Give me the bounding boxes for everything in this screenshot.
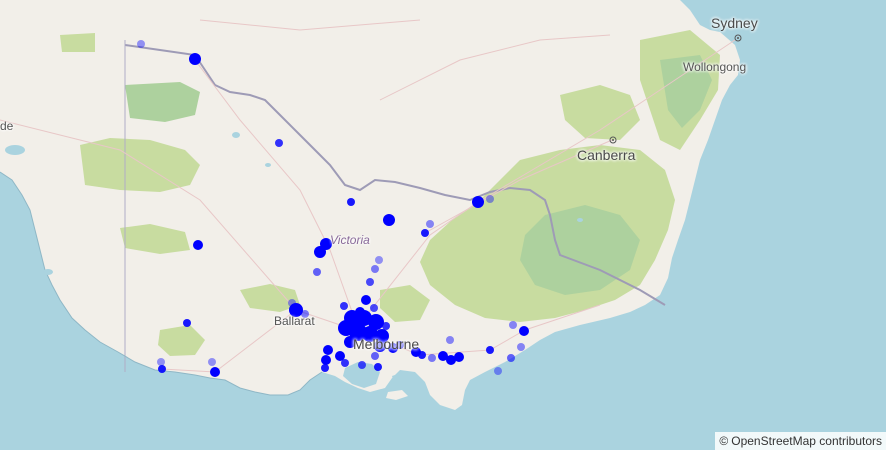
map-marker[interactable] [375,256,383,264]
map-marker[interactable] [208,358,216,366]
lakes [5,35,744,275]
map-marker[interactable] [509,321,517,329]
map-marker[interactable] [341,359,349,367]
marker-layer[interactable] [137,40,529,377]
map-marker[interactable] [438,351,448,361]
map-marker[interactable] [382,322,390,330]
place-label-melbourne: Melbourne [353,336,420,352]
map-marker[interactable] [383,214,395,226]
attribution-text[interactable]: OpenStreetMap contributors [731,434,882,448]
map-marker[interactable] [347,198,355,206]
map-marker[interactable] [362,326,378,342]
forest-areas [60,30,720,356]
map-marker[interactable] [494,367,502,375]
map-marker[interactable] [421,229,429,237]
state-border [124,44,666,306]
map-marker[interactable] [426,220,434,228]
map-marker[interactable] [388,343,398,353]
map-marker[interactable] [446,355,456,365]
map-marker[interactable] [368,314,384,330]
map-marker[interactable] [137,40,145,48]
map-marker[interactable] [507,354,515,362]
map-marker[interactable] [361,295,371,305]
map-marker[interactable] [323,345,333,355]
map-marker[interactable] [275,139,283,147]
map-marker[interactable] [418,351,426,359]
map-marker[interactable] [358,361,366,369]
western-port [392,372,412,390]
map-marker[interactable] [366,278,374,286]
copyright-icon: © [719,434,729,448]
coastline [0,171,323,396]
port-phillip-bay [343,362,380,388]
map-marker[interactable] [454,352,464,362]
map-marker[interactable] [321,364,329,372]
map-marker[interactable] [519,326,529,336]
map-marker[interactable] [183,319,191,327]
map-marker[interactable] [289,303,303,317]
map-marker[interactable] [344,336,356,348]
map-marker[interactable] [428,354,436,362]
map-marker[interactable] [517,343,525,351]
map-marker[interactable] [193,240,203,250]
map-marker[interactable] [486,346,494,354]
place-label-sydney: Sydney [711,15,758,31]
map-marker[interactable] [321,355,331,365]
place-label-ballarat: Ballarat [274,314,315,328]
map-marker[interactable] [340,302,348,310]
map-marker[interactable] [371,265,379,273]
map-marker[interactable] [370,304,378,312]
map-marker[interactable] [158,365,166,373]
map-marker[interactable] [189,53,201,65]
map-marker[interactable] [446,336,454,344]
map-marker[interactable] [374,363,382,371]
place-label-victoria: Victoria [330,233,370,247]
map-marker[interactable] [210,367,220,377]
map-marker[interactable] [374,340,386,352]
map-marker[interactable] [314,246,326,258]
map-marker[interactable] [396,341,404,349]
map-marker[interactable] [472,196,484,208]
place-label-canberra: Canberra [577,147,636,163]
map-marker[interactable] [301,310,309,318]
map-attribution[interactable]: © OpenStreetMap contributors [715,432,886,450]
map-marker[interactable] [157,358,165,366]
place-label-left-edge: de [0,119,14,133]
map-marker[interactable] [486,195,494,203]
map-marker[interactable] [371,352,379,360]
map-marker[interactable] [355,307,365,317]
place-label-wollongong: Wollongong [683,60,747,74]
map-marker[interactable] [313,268,321,276]
map-marker[interactable] [375,329,389,343]
map-marker[interactable] [335,351,345,361]
phillip-island [386,390,408,400]
